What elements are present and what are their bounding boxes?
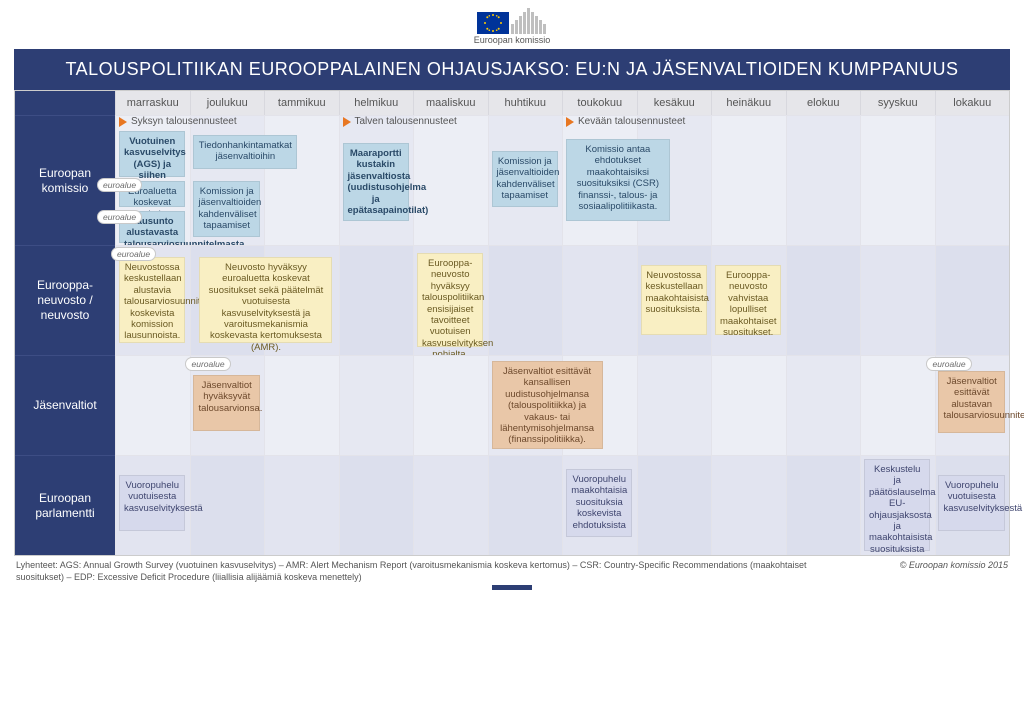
- page: Euroopan komissio TALOUSPOLITIIKAN EUROO…: [0, 0, 1024, 594]
- triangle-icon: [119, 117, 127, 127]
- euroalue-tag: euroalue: [185, 357, 230, 371]
- row-ms: euroalue Jäsenvaltiot hyväksyvät talousa…: [115, 355, 1009, 455]
- box-council-jun: Neuvostossa keskustellaan maakohtaisista…: [641, 265, 707, 335]
- box-council-jan: Neuvosto hyväksyy euroaluetta koskevat s…: [199, 257, 332, 343]
- box-ms-oct: Jäsenvaltiot esittävät alustavan talousa…: [938, 371, 1004, 433]
- month-head: syyskuu: [860, 91, 935, 115]
- box-council-jul: Eurooppa-neuvosto vahvistaa lopulliset m…: [715, 265, 781, 335]
- box-country-report: Maaraportti kustakin jäsenvaltiosta (uud…: [343, 143, 409, 221]
- rowlabel-ms: Jäsenvaltiot: [15, 355, 115, 455]
- month-head: maaliskuu: [413, 91, 488, 115]
- footer-credit: © Euroopan komissio 2015: [900, 560, 1008, 572]
- box-ms-dec: Jäsenvaltiot hyväksyvät talousarvionsa.: [193, 375, 259, 431]
- euroalue-tag: euroalue: [111, 247, 156, 261]
- box-ep-nov: Vuoropuhelu vuotuisesta kasvuselvitykses…: [119, 475, 185, 531]
- box-ms-apr: Jäsenvaltiot esittävät kansallisen uudis…: [492, 361, 603, 449]
- triangle-icon: [566, 117, 574, 127]
- forecast-spring: Kevään talousennusteet: [578, 116, 685, 127]
- month-head: joulukuu: [190, 91, 265, 115]
- box-ep-oct: Vuoropuhelu vuotuisesta kasvuselvitykses…: [938, 475, 1004, 531]
- grid-corner: [15, 91, 115, 115]
- forecast-winter: Talven talousennusteet: [355, 116, 457, 127]
- month-head: marraskuu: [115, 91, 190, 115]
- logo-label: Euroopan komissio: [474, 36, 551, 45]
- ec-logo-block: Euroopan komissio: [14, 8, 1010, 45]
- rowlabel-council: Eurooppa-neuvosto / neuvosto: [15, 245, 115, 355]
- month-head: heinäkuu: [711, 91, 786, 115]
- berlaymont-icon: [511, 8, 547, 34]
- triangle-icon: [343, 117, 351, 127]
- box-council-nov: Neuvostossa keskustellaan alustavia talo…: [119, 257, 185, 343]
- month-head: lokakuu: [935, 91, 1010, 115]
- box-csr: Komissio antaa ehdotukset maakohtaisiksi…: [566, 139, 670, 221]
- semester-grid: marraskuu joulukuu tammikuu helmikuu maa…: [14, 90, 1010, 556]
- box-bilateral2: Komission ja jäsenvaltioiden kahdenvälis…: [492, 151, 558, 207]
- forecast-autumn: Syksyn talousennusteet: [131, 116, 237, 127]
- ec-logo: [477, 8, 547, 34]
- euroalue-tag: euroalue: [926, 357, 971, 371]
- row-council: euroalue Neuvostossa keskustellaan alust…: [115, 245, 1009, 355]
- eu-flag-icon: [477, 12, 509, 34]
- box-ags: Vuotuinen kasvuselvitys (AGS) ja siihen …: [119, 131, 185, 177]
- month-head: huhtikuu: [488, 91, 563, 115]
- row-ep: Vuoropuhelu vuotuisesta kasvuselvitykses…: [115, 455, 1009, 555]
- month-head: kesäkuu: [637, 91, 712, 115]
- footer: Lyhenteet: AGS: Annual Growth Survey (vu…: [14, 556, 1010, 585]
- footer-abbrev: Lyhenteet: AGS: Annual Growth Survey (vu…: [16, 560, 836, 583]
- rowlabel-ep: Euroopan parlamentti: [15, 455, 115, 555]
- month-head: helmikuu: [339, 91, 414, 115]
- footer-accent: [492, 585, 532, 590]
- month-head: elokuu: [786, 91, 861, 115]
- month-head: toukokuu: [562, 91, 637, 115]
- row-commission: Syksyn talousennusteet Talven talousennu…: [115, 115, 1009, 245]
- page-title: TALOUSPOLITIIKAN EUROOPPALAINEN OHJAUSJA…: [14, 49, 1010, 90]
- box-factfind: Tiedonhankintamatkat jäsenvaltioihin: [193, 135, 297, 169]
- month-head: tammikuu: [264, 91, 339, 115]
- euroalue-tag: euroalue: [97, 178, 142, 192]
- euroalue-tag: euroalue: [97, 210, 142, 224]
- box-council-mar: Eurooppa-neuvosto hyväksyy talouspolitii…: [417, 253, 483, 347]
- box-bilateral1: Komission ja jäsenvaltioiden kahdenvälis…: [193, 181, 259, 237]
- box-ep-may: Vuoropuhelu maakohtaisia suosituksia kos…: [566, 469, 632, 537]
- box-ep-sep: Keskustelu ja päätöslauselma EU-ohjausja…: [864, 459, 930, 551]
